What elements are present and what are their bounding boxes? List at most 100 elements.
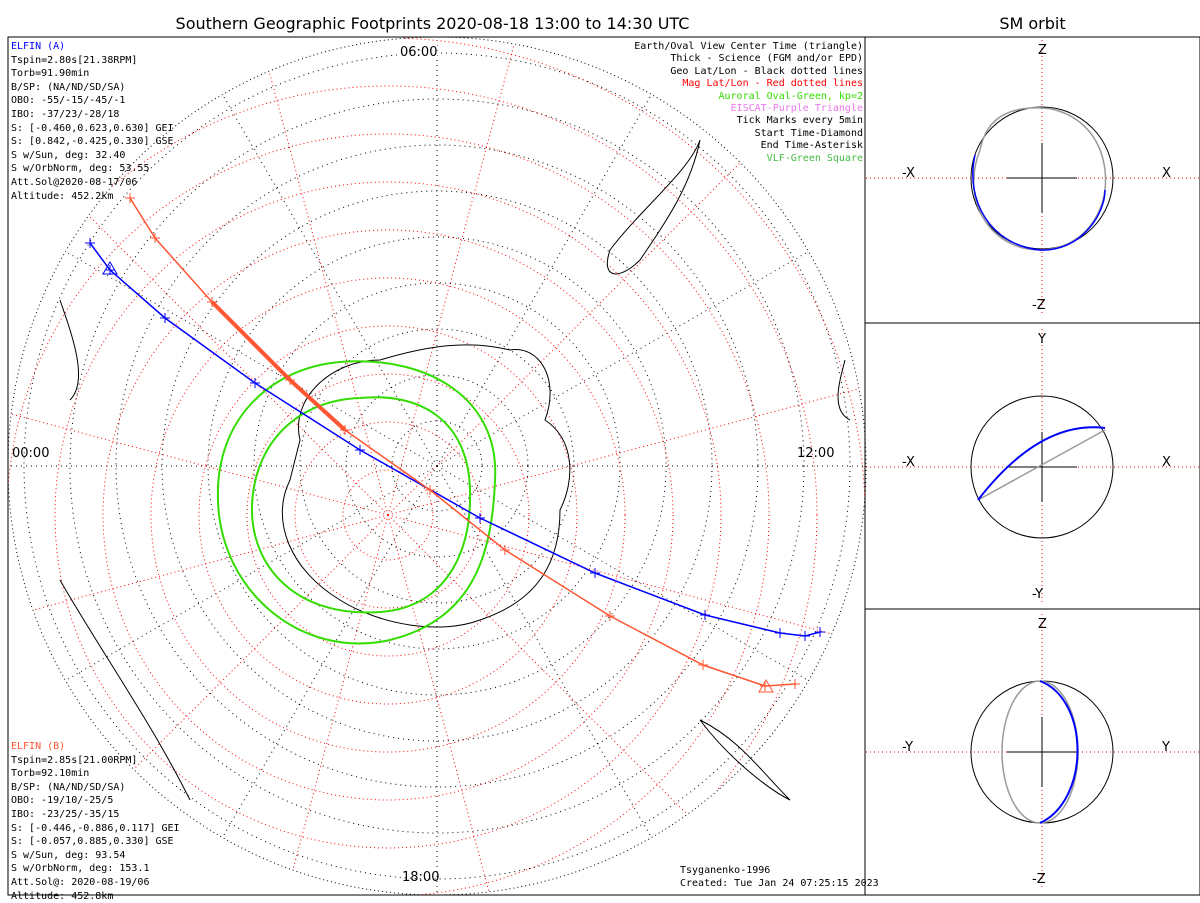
sm-orbit-a xyxy=(1039,680,1079,824)
legend-item: EISCAT-Purple Triangle xyxy=(730,103,863,115)
mag-lat-circle xyxy=(150,277,626,753)
sm-orbit-b xyxy=(977,429,1106,501)
elfin-b-science-segment xyxy=(210,300,347,432)
info-line: Att.Sol@2020-08-17/06 xyxy=(11,176,138,188)
elfin-a-tick-mark xyxy=(85,238,95,248)
lt-right-label: 12:00 xyxy=(797,446,835,461)
info-line: S: [-0.446,-0.886,0.117] GEI xyxy=(11,822,180,834)
info-line: B/SP: (NA/ND/SD/SA) xyxy=(11,81,126,93)
elfin-b-tick-mark xyxy=(150,233,160,243)
sm-axis-label-right: Y xyxy=(1162,740,1170,755)
elfin-b-tick-mark xyxy=(790,679,800,689)
auroral-oval-inner xyxy=(250,396,472,614)
geo-lon-line xyxy=(65,251,438,467)
geo-lon-line xyxy=(436,94,652,467)
elfin-a-tick-mark xyxy=(815,627,825,637)
mag-lat-circle xyxy=(54,181,722,849)
elfin-a-name: ELFIN (A) xyxy=(11,41,66,52)
info-line: Att.Sol@: 2020-08-19/06 xyxy=(11,876,150,888)
geo-lat-circle xyxy=(69,98,805,834)
elfin-a-tick-mark xyxy=(800,631,810,641)
info-line: B/SP: (NA/ND/SD/SA) xyxy=(11,781,126,793)
mag-lat-circle xyxy=(404,37,866,499)
info-line: S: [-0.460,0.623,0.630] GEI xyxy=(11,122,174,134)
sm-axis-label-left: -Y xyxy=(902,740,914,755)
info-line: S w/OrbNorm, deg: 153.1 xyxy=(11,863,150,875)
sm-axis-label-top: Y xyxy=(1038,332,1046,347)
elfin-a-tick-mark xyxy=(775,628,785,638)
legend-item: VLF-Green Square xyxy=(766,152,863,164)
info-line: OBO: -55/-15/-45/-1 xyxy=(11,95,126,107)
info-line: IBO: -23/25/-35/15 xyxy=(11,808,120,820)
mag-lon-line xyxy=(387,162,741,516)
geo-lat-circle xyxy=(299,328,575,604)
auroral-oval-outer xyxy=(216,360,497,645)
elfin-b-tick-mark xyxy=(605,611,615,621)
footer: Tsyganenko-1996 Created: Tue Jan 24 07:2… xyxy=(680,864,879,890)
model-label: Tsyganenko-1996 xyxy=(680,865,771,876)
info-line: Torb=92.10min xyxy=(11,768,90,780)
info-line: S w/OrbNorm, deg: 53.55 xyxy=(11,163,150,175)
lt-left-label: 00:00 xyxy=(12,446,50,461)
elfin-b-track xyxy=(129,197,796,687)
legend-item: Earth/Oval View Center Time (triangle) xyxy=(634,41,863,52)
elfin-a-triangle-marker xyxy=(102,261,118,275)
legend-item: Mag Lat/Lon - Red dotted lines xyxy=(682,78,863,90)
info-line: Altitude: 452.8km xyxy=(11,890,114,902)
legend-item: End Time-Asterisk xyxy=(760,140,863,152)
sm-center-cross xyxy=(1007,432,1077,502)
earth-circle xyxy=(970,395,1114,539)
sm-axis-label-left: -X xyxy=(902,455,915,470)
info-line: IBO: -37/23/-28/18 xyxy=(11,108,120,120)
mag-lon-line xyxy=(387,514,688,815)
info-line: S: [-0.057,0.885,0.330] GSE xyxy=(11,836,174,848)
sm-center-cross xyxy=(1007,717,1077,787)
info-line: Altitude: 452.2km xyxy=(11,190,114,202)
sm-panel-frame xyxy=(864,36,1200,324)
mag-lat-circle xyxy=(294,421,482,609)
info-line: OBO: -19/10/-25/5 xyxy=(11,795,114,807)
sm-center-cross xyxy=(1007,143,1077,213)
mag-lon-line xyxy=(292,514,389,871)
geo-lon-line xyxy=(436,251,809,467)
legend-item: Thick - Science (FGM and/or EPD) xyxy=(670,53,863,65)
mag-lon-line xyxy=(387,514,832,635)
geo-lon-line xyxy=(222,94,438,467)
elfin-a-tick-mark xyxy=(160,313,170,323)
south-america-outline xyxy=(606,139,701,275)
elfin-b-tick-mark xyxy=(125,193,135,203)
mag-lon-line xyxy=(268,71,389,516)
info-line: Tspin=2.85s[21.00RPM] xyxy=(11,754,138,766)
elfin-a-info: ELFIN (A) Tspin=2.80s[21.38RPM] Torb=91.9… xyxy=(11,40,174,203)
sm-axis-label-right: X xyxy=(1162,455,1171,470)
mag-lat-circle xyxy=(102,229,674,801)
mag-lon-line xyxy=(387,388,860,516)
mag-lon-line xyxy=(387,43,515,516)
coast-outline xyxy=(837,359,851,421)
coast-outline xyxy=(59,299,191,801)
info-line: S: [0.842,-0.425,0.330] GSE xyxy=(11,136,174,148)
sm-axis-label-bottom: -Z xyxy=(1032,298,1046,313)
sm-orbit-b xyxy=(973,107,1107,251)
elfin-a-tick-mark xyxy=(475,513,485,523)
mag-lon-line xyxy=(88,215,389,516)
sm-axis-label-right: X xyxy=(1162,166,1171,181)
elfin-a-tick-mark xyxy=(355,445,365,455)
info-line: S w/Sun, deg: 32.40 xyxy=(11,149,126,161)
geo-lon-line xyxy=(436,465,809,681)
elfin-b-triangle-marker xyxy=(758,679,774,693)
legend-item: Auroral Oval-Green, kp=2 xyxy=(718,90,864,102)
elfin-b-info: ELFIN (B) Tspin=2.85s[21.00RPM] Torb=92.1… xyxy=(11,740,180,903)
sm-axis-label-left: -X xyxy=(902,166,915,181)
elfin-a-tick-mark xyxy=(105,265,115,275)
elfin-a-tick-mark xyxy=(250,378,260,388)
sm-axis-label-top: Z xyxy=(1038,617,1047,632)
sm-axis-label-bottom: -Z xyxy=(1032,872,1046,887)
lt-top-label: 06:00 xyxy=(400,45,438,60)
sm-axis-label-bottom: -Y xyxy=(1032,587,1044,602)
legend: Earth/Oval View Center Time (triangle) Th… xyxy=(634,41,863,165)
elfin-b-tick-mark xyxy=(425,485,435,495)
elfin-b-name: ELFIN (B) xyxy=(11,741,66,752)
geo-lat-circle xyxy=(207,236,667,696)
